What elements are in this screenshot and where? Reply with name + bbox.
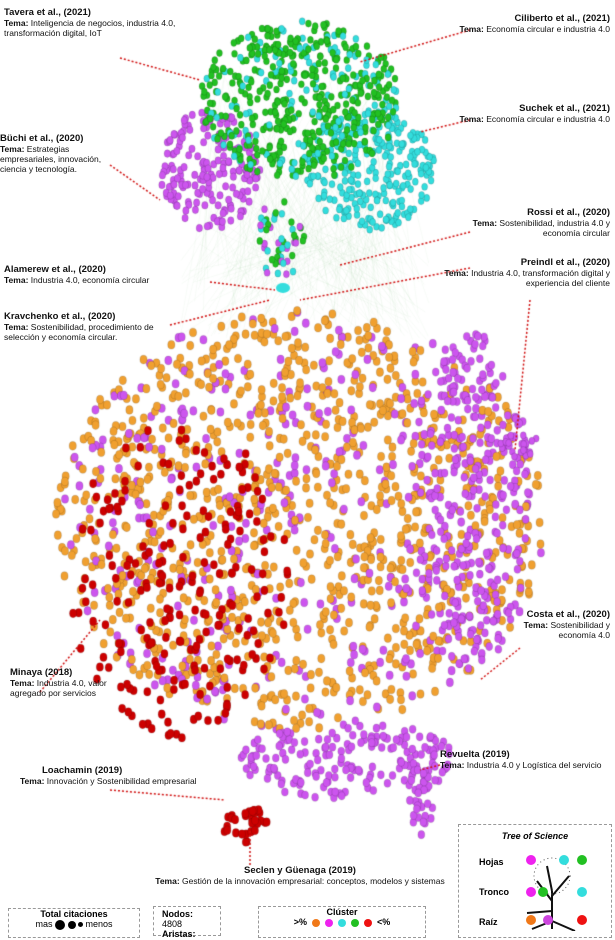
size-large-icon — [54, 919, 65, 930]
legend-cluster: Clúster >% <% — [258, 906, 426, 938]
annotation-alamerew: Alamerew et al., (2020) Tema: Industria 4… — [4, 264, 150, 286]
annotation-tavera: Tavera et al., (2021) Tema: Inteligencia … — [4, 7, 176, 39]
legend-tree-of-science: Tree of Science Hojas Tronco Raíz — [458, 824, 612, 938]
legend-citations: Total citaciones mas menos — [8, 908, 140, 938]
annotation-suchek: Suchek et al., (2021) Tema: Economía circ… — [459, 103, 610, 125]
size-small-icon — [78, 922, 84, 928]
annotation-costa: Costa et al., (2020) Tema: Sostenibilidad… — [523, 609, 610, 641]
annotation-buchi: Büchi et al., (2020) Tema: Estrategias em… — [0, 133, 102, 175]
annotation-rossi: Rossi et al., (2020) Tema: Sostenibilidad… — [472, 207, 610, 239]
legend-stats: Nodos: 4808 Aristas: 18051 — [153, 906, 221, 940]
annotation-seclen: Seclen y Güenaga (2019) Tema: Gestión de … — [155, 865, 445, 887]
annotation-revuelta: Revuelta (2019) Tema: Industria 4.0 y Log… — [440, 749, 602, 771]
annotation-kravchenko: Kravchenko et al., (2020) Tema: Sostenibi… — [4, 311, 154, 343]
annotation-ciliberto: Ciliberto et al., (2021) Tema: Economía c… — [459, 13, 610, 35]
annotation-minaya: Minaya (2018) Tema: Industria 4.0, valor … — [10, 667, 107, 699]
size-medium-icon — [67, 920, 76, 929]
annotation-loachamin: Loachamin (2019) Tema: Innovación y Soste… — [20, 765, 197, 787]
annotation-preindl: Preindl et al., (2020) Tema: Industria 4.… — [444, 257, 610, 289]
